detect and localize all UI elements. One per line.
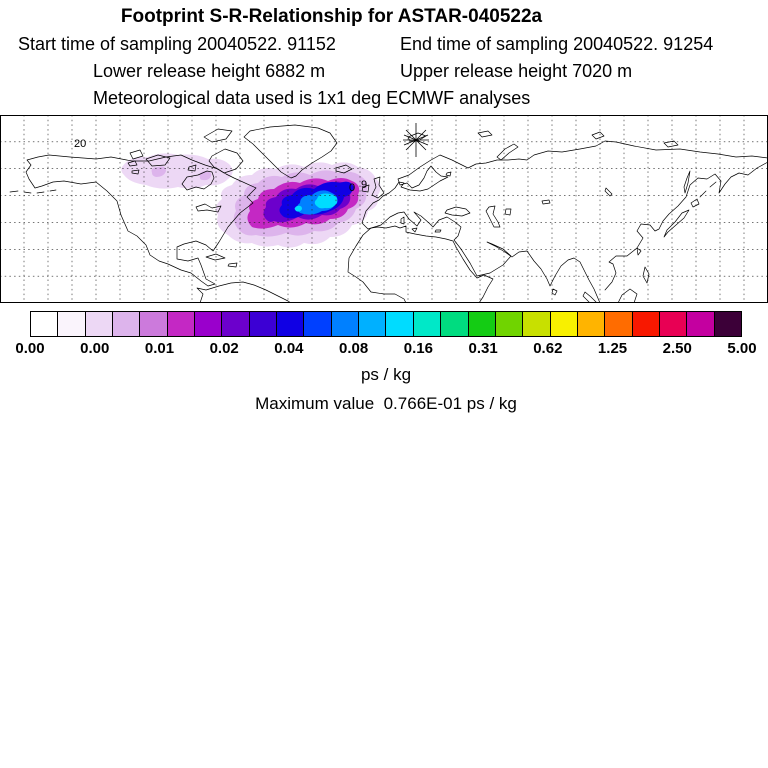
coastline-south-america	[196, 281, 292, 303]
coastline-caribbean	[205, 253, 238, 268]
colorbar-tick-label: 0.08	[339, 340, 369, 357]
coastline-north-america	[25, 154, 257, 287]
footprint-plume	[121, 153, 381, 248]
maximum-value-text: Maximum value 0.766E-01 ps / kg	[255, 394, 517, 413]
colorbar-segment	[522, 312, 550, 336]
colorbar-segment	[385, 312, 413, 336]
colorbar-segment	[549, 312, 577, 336]
coastline-east-asia-islands	[551, 170, 700, 303]
colorbar-segment	[467, 312, 495, 336]
colorbar-segment	[358, 312, 386, 336]
colorbar-tick-label: 2.50	[662, 340, 692, 357]
colorbar-segment	[576, 312, 605, 336]
colorbar-segment	[57, 312, 85, 336]
coastlines	[9, 124, 768, 303]
end-time-text: End time of sampling 20040522. 91254	[400, 34, 714, 54]
colorbar-tick-label: 0.02	[209, 340, 239, 357]
coastline-arctic-islands	[129, 128, 244, 174]
colorbar-tick-label: 0.31	[468, 340, 498, 357]
colorbar-segment	[166, 312, 195, 336]
coastline-eurasia	[361, 140, 768, 303]
colorbar-tick-label: 0.00	[80, 340, 110, 357]
colorbar-segment	[276, 312, 304, 336]
colorbar-tick-label: 5.00	[727, 340, 757, 357]
coastline-africa	[347, 225, 494, 303]
upper-release-height-text: Upper release height 7020 m	[400, 61, 633, 81]
colorbar-units: ps / kg	[360, 365, 412, 384]
map-annotation: 9	[361, 179, 367, 191]
footprint-core-cyan	[314, 193, 338, 209]
colorbar-segment	[139, 312, 167, 336]
coastline-hudson-bay	[181, 170, 215, 191]
colorbar-segment	[412, 312, 441, 336]
colorbar-tick-label: 1.25	[597, 340, 628, 357]
colorbar-tick-label: 0.01	[144, 340, 175, 357]
map-annotation: 20	[74, 138, 86, 150]
map-annotations: 200 9	[74, 138, 367, 194]
colorbar-tick-label: 0.04	[274, 340, 304, 357]
colorbar-segment	[494, 312, 523, 336]
coastline-aleutians-kurils	[9, 181, 717, 198]
colorbar-segment	[221, 312, 249, 336]
colorbar-tick-label: 0.00	[15, 340, 45, 357]
colorbar-segment	[194, 312, 222, 336]
footprint-core-cyan-spot	[294, 205, 302, 212]
footprint-speckle-1	[151, 166, 166, 177]
colorbar-segment	[31, 312, 58, 336]
colorbar-segment	[330, 312, 359, 336]
met-data-text: Meteorological data used is 1x1 deg ECMW…	[93, 88, 531, 108]
colorbar-segment	[248, 312, 277, 336]
colorbar-segment	[112, 312, 140, 336]
colorbar-segment	[440, 312, 468, 336]
coastline-svalbard-franzjosef	[407, 130, 679, 161]
coastline-greenland	[243, 124, 338, 179]
coastline-inland-seas	[444, 171, 613, 228]
colorbar-segment	[604, 312, 632, 336]
coastline-mediterranean-islands	[400, 216, 442, 233]
map-annotation: 0	[349, 182, 355, 194]
colorbar-segment	[686, 312, 714, 336]
coastline-great-lakes	[127, 160, 222, 213]
start-time-text: Start time of sampling 20040522. 91152	[18, 34, 336, 54]
lower-release-height-text: Lower release height 6882 m	[93, 61, 326, 81]
colorbar-segment	[631, 312, 659, 336]
colorbar-labels: 0.00 0.00 0.01 0.02 0.04 0.08 0.16 0.31 0.62 1.25…	[15, 340, 756, 358]
colorbar-segment	[658, 312, 687, 336]
world-map: 200 9	[0, 115, 768, 303]
coastline-iceland	[335, 164, 353, 174]
colorbar-tick-label: 0.16	[403, 340, 433, 357]
coastline-british-isles	[361, 176, 385, 199]
colorbar	[30, 311, 742, 337]
colorbar-segment	[713, 312, 741, 336]
colorbar-segment	[84, 312, 113, 336]
page-title: Footprint S-R-Relationship for ASTAR-040…	[120, 6, 543, 27]
colorbar-segment	[303, 312, 331, 336]
release-location-star-icon	[403, 123, 429, 157]
colorbar-tick-label: 0.62	[533, 340, 563, 357]
map-gridlines	[0, 115, 768, 303]
